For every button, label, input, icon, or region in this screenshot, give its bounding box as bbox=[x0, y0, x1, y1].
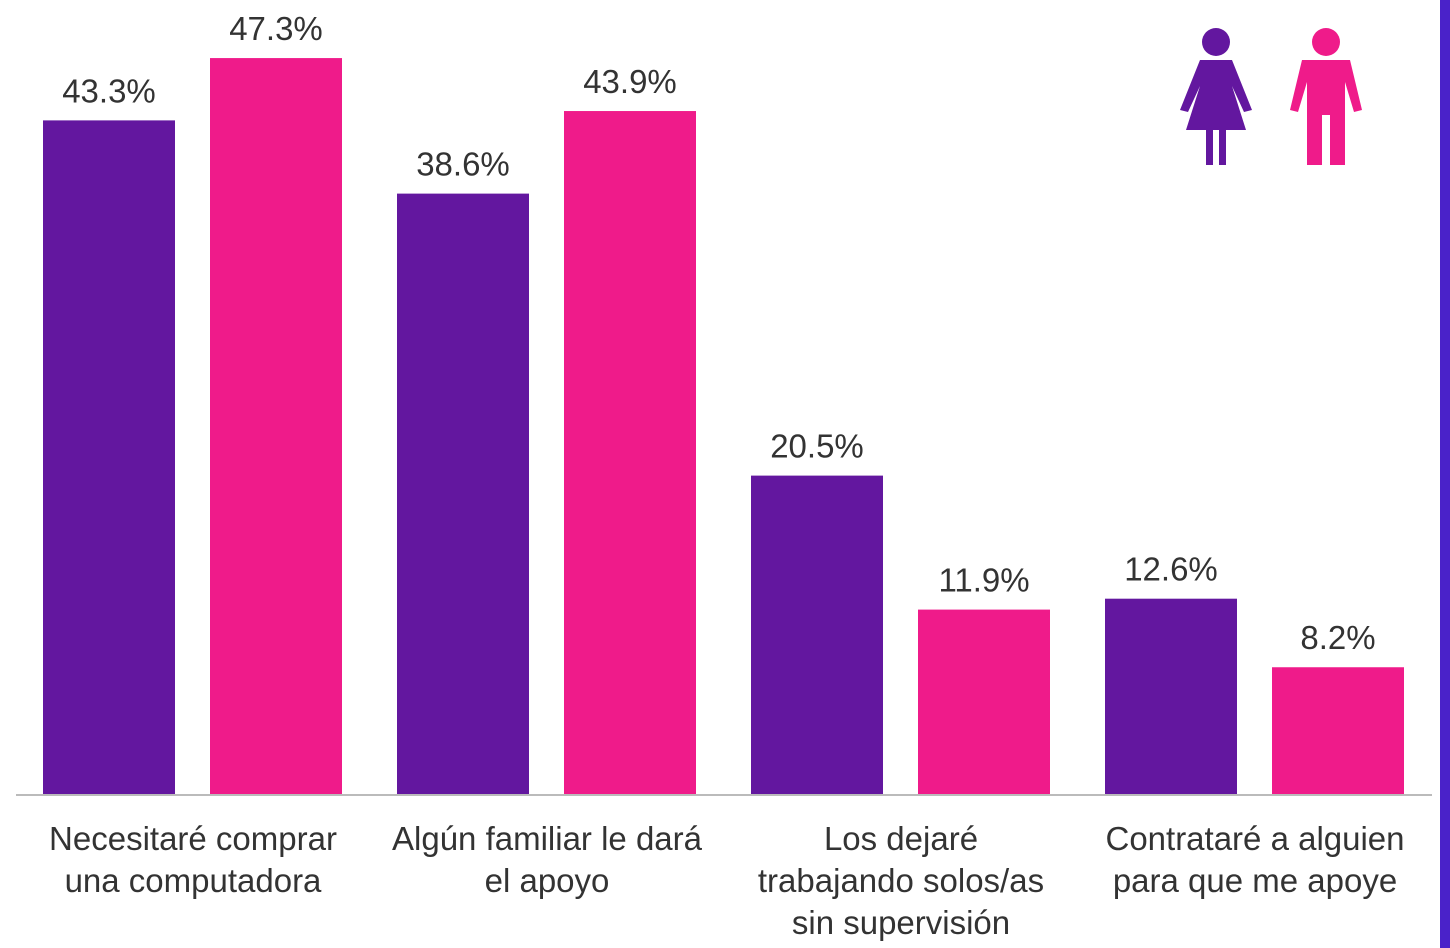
value-label: 43.9% bbox=[583, 63, 677, 100]
value-label: 47.3% bbox=[229, 10, 323, 47]
bar bbox=[397, 193, 529, 795]
bar bbox=[751, 475, 883, 795]
bar bbox=[564, 111, 696, 795]
value-label: 43.3% bbox=[62, 72, 156, 109]
woman-icon bbox=[1180, 28, 1252, 165]
value-label: 38.6% bbox=[416, 146, 510, 183]
x-tick-label: Necesitaré comprar una computadora bbox=[49, 820, 337, 899]
side-strip bbox=[1440, 0, 1450, 948]
bar bbox=[210, 58, 342, 796]
bar bbox=[1105, 598, 1237, 795]
x-tick-label: Contrataré a alguien para que me apoye bbox=[1105, 820, 1405, 899]
value-label: 20.5% bbox=[770, 428, 864, 465]
man-icon bbox=[1290, 28, 1362, 165]
bar bbox=[1272, 667, 1404, 795]
bar bbox=[43, 120, 175, 796]
x-tick-label: Los dejaré trabajando solos/as sin super… bbox=[757, 820, 1045, 941]
value-label: 11.9% bbox=[938, 562, 1029, 599]
bar bbox=[918, 609, 1050, 795]
x-tick-label: Algún familiar le dará el apoyo bbox=[392, 820, 702, 899]
value-label: 12.6% bbox=[1124, 551, 1218, 588]
value-label: 8.2% bbox=[1300, 619, 1375, 656]
